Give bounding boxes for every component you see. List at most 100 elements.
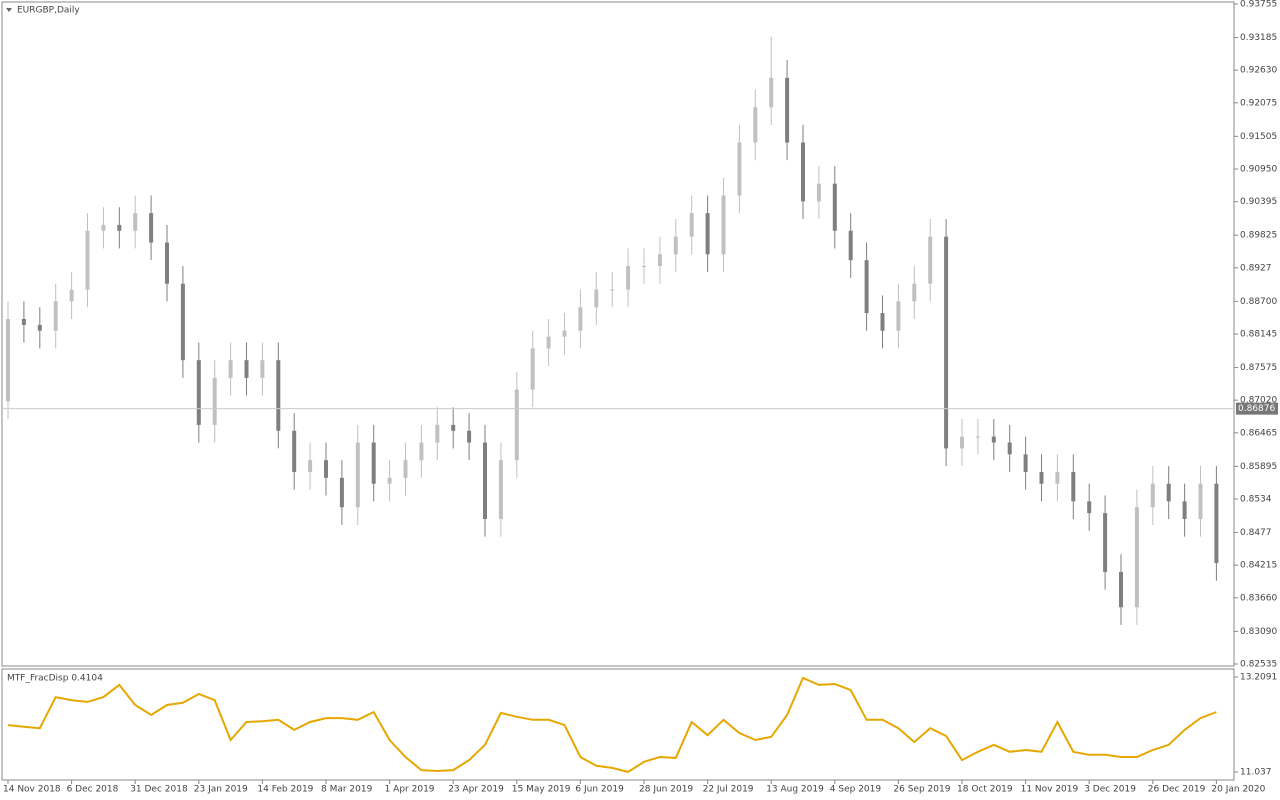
candle-body xyxy=(578,307,583,331)
candle-body xyxy=(1023,454,1028,472)
candle-body xyxy=(435,424,440,443)
candle-body xyxy=(1150,483,1155,508)
candle-body xyxy=(1039,471,1044,484)
candle-body xyxy=(991,436,996,443)
candle-body xyxy=(546,336,551,349)
y-tick-label: 11.037 xyxy=(1240,768,1272,778)
x-tick-label: 14 Nov 2018 xyxy=(3,785,61,795)
candle-body xyxy=(896,301,901,331)
candle-body xyxy=(1182,501,1187,519)
candle-body xyxy=(1214,483,1219,564)
candle-body xyxy=(387,477,392,484)
y-tick-label: 0.92630 xyxy=(1240,66,1277,76)
candle-body xyxy=(37,324,42,331)
x-tick-label: 1 Apr 2019 xyxy=(385,785,435,795)
x-tick-label: 23 Jan 2019 xyxy=(194,785,248,795)
candle-body xyxy=(21,319,26,325)
candle-body xyxy=(1007,442,1012,455)
symbol-label: EURGBP,Daily xyxy=(17,6,80,16)
candle-body xyxy=(403,460,408,478)
y-tick-label: 0.8477 xyxy=(1240,528,1272,538)
candle-body xyxy=(451,424,456,431)
candle-body xyxy=(101,224,106,231)
candle-body xyxy=(514,389,519,461)
collapse-arrow[interactable] xyxy=(6,8,12,12)
candle-body xyxy=(133,213,138,231)
candle-body xyxy=(562,330,567,337)
candle-body xyxy=(196,360,201,425)
candle-body xyxy=(371,442,376,484)
x-tick-label: 13 Aug 2019 xyxy=(766,785,824,795)
y-tick-label: 0.85895 xyxy=(1240,462,1277,472)
y-tick-label: 0.88145 xyxy=(1240,330,1277,340)
x-tick-label: 11 Nov 2019 xyxy=(1021,785,1079,795)
candle-body xyxy=(864,260,869,314)
candle-body xyxy=(212,377,217,425)
candle-body xyxy=(944,236,949,449)
candle-body xyxy=(880,313,885,331)
candle-body xyxy=(1103,513,1108,572)
candle-body xyxy=(642,266,646,268)
y-tick-label: 0.87020 xyxy=(1240,396,1277,406)
candle-body xyxy=(85,230,90,290)
candle-body xyxy=(594,289,599,308)
candle-body xyxy=(419,442,424,461)
indicator-panel xyxy=(1,668,1235,781)
x-tick-label: 20 Jan 2020 xyxy=(1211,785,1265,795)
candle-body xyxy=(848,230,853,261)
candle-body xyxy=(737,142,742,196)
y-tick-label: 0.90395 xyxy=(1240,197,1277,207)
candle-body xyxy=(1166,483,1171,502)
candle-body xyxy=(1198,483,1203,519)
candle-body xyxy=(785,77,790,143)
y-tick-label: 0.93185 xyxy=(1240,33,1277,43)
candle-body xyxy=(928,236,933,284)
candle-body xyxy=(832,183,837,231)
candle-body xyxy=(975,436,980,438)
x-tick-label: 26 Dec 2019 xyxy=(1148,785,1206,795)
indicator-line xyxy=(7,676,1217,773)
candle-body xyxy=(960,436,964,449)
candle-body xyxy=(657,254,662,267)
current-price-label: 0.86876 xyxy=(1238,404,1275,414)
y-tick-label: 0.82535 xyxy=(1240,660,1277,670)
x-tick-label: 18 Oct 2019 xyxy=(957,785,1013,795)
candle-body xyxy=(610,289,615,291)
x-tick-label: 14 Feb 2019 xyxy=(257,785,313,795)
candle-body xyxy=(530,348,535,390)
x-tick-label: 6 Dec 2018 xyxy=(67,785,119,795)
x-tick-label: 22 Jul 2019 xyxy=(703,785,754,795)
candle-body xyxy=(1119,571,1123,608)
candle-body xyxy=(260,360,265,378)
candle-body xyxy=(165,242,169,284)
candle-body xyxy=(355,442,360,508)
x-tick-label: 4 Sep 2019 xyxy=(830,785,882,795)
y-tick-label: 0.83660 xyxy=(1240,593,1277,603)
candle-body xyxy=(324,460,328,478)
candle-body xyxy=(339,477,344,508)
candle-body xyxy=(912,283,917,302)
candle-body xyxy=(276,360,281,431)
main-panel xyxy=(1,1,1235,667)
candle-body xyxy=(498,460,503,519)
candle-body xyxy=(308,460,313,472)
x-tick-label: 26 Sep 2019 xyxy=(893,785,950,795)
x-tick-label: 31 Dec 2018 xyxy=(130,785,188,795)
indicator-label: MTF_FracDisp 0.4104 xyxy=(7,674,103,684)
y-tick-label: 0.86465 xyxy=(1240,428,1277,438)
y-tick-label: 0.88700 xyxy=(1240,297,1277,307)
candle-body xyxy=(117,224,122,231)
candle-body xyxy=(721,195,726,255)
y-tick-label: 0.87575 xyxy=(1240,363,1277,373)
candle-body xyxy=(801,142,805,202)
candle-body xyxy=(769,77,774,108)
y-tick-label: 0.8927 xyxy=(1240,263,1272,273)
y-tick-label: 0.8534 xyxy=(1240,495,1272,505)
candle-body xyxy=(228,360,233,378)
x-tick-label: 15 May 2019 xyxy=(512,785,571,795)
candle-body xyxy=(180,283,185,361)
candle-body xyxy=(1071,471,1076,502)
candle-body xyxy=(816,183,821,202)
candle-body xyxy=(69,289,74,302)
